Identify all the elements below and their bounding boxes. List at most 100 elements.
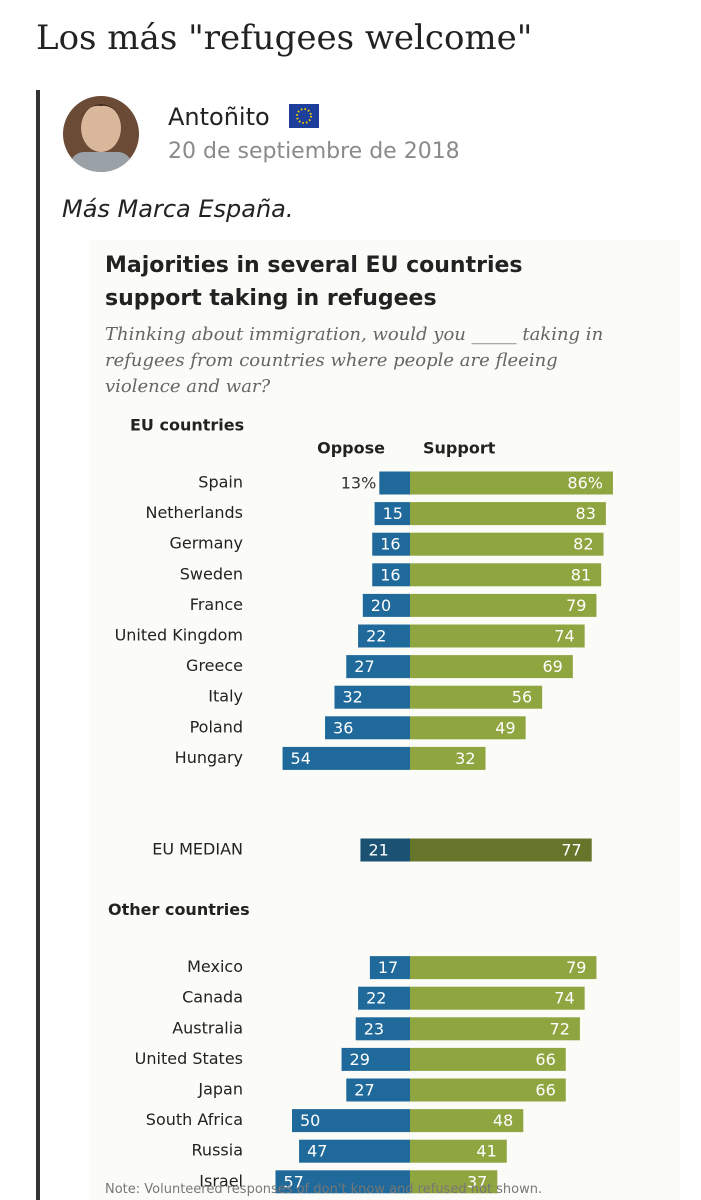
support-bar [410, 956, 597, 980]
oppose-value: 57 [283, 1172, 303, 1191]
column-header: Oppose [317, 439, 385, 458]
chart-subtitle: Thinking about immigration, would you __… [105, 324, 604, 397]
oppose-value: 50 [300, 1111, 320, 1130]
category-label: United States [135, 1049, 243, 1068]
oppose-value: 20 [371, 596, 391, 615]
support-value: 69 [542, 657, 562, 676]
category-label: United Kingdom [115, 626, 243, 645]
oppose-value: 13% [341, 474, 377, 493]
category-label: Sweden [180, 564, 243, 583]
oppose-bar [358, 986, 410, 1010]
support-value: 56 [512, 688, 532, 707]
oppose-bar [282, 746, 410, 770]
support-value: 74 [554, 989, 574, 1008]
avatar [63, 96, 139, 172]
oppose-value: 27 [354, 657, 374, 676]
support-bar [410, 1017, 580, 1041]
oppose-bar [374, 502, 410, 526]
category-label: Mexico [187, 957, 243, 976]
oppose-value: 29 [350, 1050, 370, 1069]
support-bar [410, 532, 604, 556]
support-value: 79 [566, 596, 586, 615]
eu-stars [296, 108, 312, 124]
category-label: Greece [186, 656, 243, 675]
oppose-bar [369, 956, 410, 980]
category-label: Australia [172, 1018, 243, 1037]
column-header: Support [423, 439, 496, 458]
support-value: 37 [467, 1172, 487, 1191]
support-value: 66 [535, 1081, 555, 1100]
category-label: Russia [192, 1141, 243, 1160]
category-label: Canada [182, 988, 243, 1007]
oppose-bar [341, 1047, 410, 1071]
oppose-bar [275, 1170, 410, 1194]
support-bar [410, 563, 602, 587]
oppose-bar [334, 685, 410, 709]
category-label: Italy [208, 687, 243, 706]
oppose-value: 32 [342, 688, 362, 707]
support-value: 48 [493, 1111, 513, 1130]
oppose-value: 16 [380, 535, 400, 554]
oppose-value: 27 [354, 1081, 374, 1100]
oppose-bar [346, 655, 410, 679]
oppose-bar [372, 563, 410, 587]
support-bar [410, 502, 606, 526]
category-label: EU MEDIAN [152, 840, 243, 859]
support-bar [410, 746, 486, 770]
category-label: Netherlands [145, 503, 243, 522]
oppose-bar [372, 532, 410, 556]
category-label: France [190, 595, 243, 614]
eu-flag [289, 104, 319, 128]
support-bar [410, 716, 526, 740]
category-label: South Africa [146, 1110, 243, 1129]
chart-note: Note: Volunteered responses of don't kno… [105, 1182, 543, 1197]
support-value: 74 [554, 627, 574, 646]
category-label: Japan [197, 1080, 243, 1099]
chart-title: Majorities in several EU countries suppo… [105, 253, 523, 311]
oppose-bar [299, 1139, 410, 1163]
support-bar [410, 624, 585, 648]
support-bar [410, 986, 585, 1010]
support-bar [410, 1170, 498, 1194]
oppose-value: 22 [366, 989, 386, 1008]
section-label: EU countries [130, 416, 244, 435]
oppose-value: 16 [380, 565, 400, 584]
support-value: 83 [576, 504, 596, 523]
support-bar [410, 593, 597, 617]
support-value: 32 [455, 749, 475, 768]
support-value: 86% [567, 474, 603, 493]
oppose-bar [360, 838, 410, 862]
oppose-value: 23 [364, 1019, 384, 1038]
oppose-value: 15 [383, 504, 403, 523]
support-value: 41 [476, 1142, 496, 1161]
support-bar [410, 838, 592, 862]
post-text: Más Marca España. [62, 195, 294, 223]
category-label: Spain [198, 473, 243, 492]
support-bar [410, 1078, 566, 1102]
support-value: 81 [571, 565, 591, 584]
page-title: Los más "refugees welcome" [36, 18, 533, 58]
support-value: 82 [573, 535, 593, 554]
oppose-bar [355, 1017, 410, 1041]
category-label: Germany [169, 534, 243, 553]
support-value: 72 [550, 1019, 570, 1038]
oppose-bar [358, 624, 410, 648]
oppose-value: 22 [366, 627, 386, 646]
category-label: Israel [199, 1171, 243, 1190]
oppose-bar [346, 1078, 410, 1102]
support-value: 79 [566, 958, 586, 977]
quote-bar [36, 90, 40, 1200]
oppose-value: 54 [291, 749, 311, 768]
support-bar [410, 1047, 566, 1071]
category-label: Poland [190, 717, 243, 736]
oppose-bar [379, 471, 410, 495]
date: 20 de septiembre de 2018 [168, 139, 460, 164]
oppose-value: 36 [333, 718, 353, 737]
oppose-value: 47 [307, 1142, 327, 1161]
support-bar [410, 655, 573, 679]
support-bar [410, 1109, 524, 1133]
support-value: 77 [561, 841, 581, 860]
oppose-value: 21 [368, 841, 388, 860]
